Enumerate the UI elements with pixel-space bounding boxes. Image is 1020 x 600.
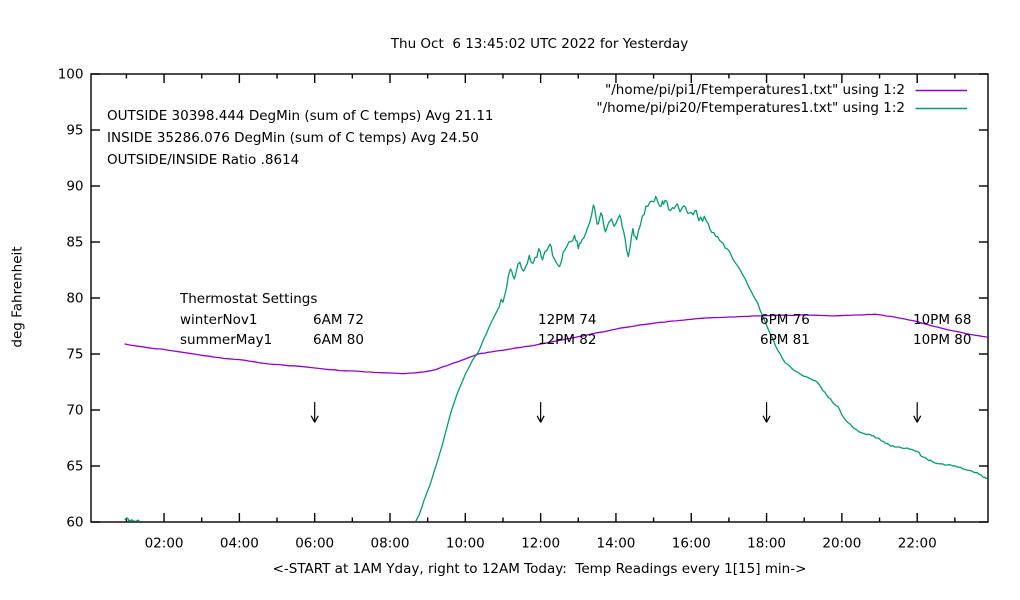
thermostat-summer-10pm: 10PM 80 xyxy=(913,332,972,348)
legend-label-pi1: "/home/pi/pi1/Ftemperatures1.txt" using … xyxy=(605,82,905,98)
y-tick-label: 85 xyxy=(66,235,83,251)
y-axis-label: deg Fahrenheit xyxy=(9,246,26,348)
thermostat-winter-12pm: 12PM 74 xyxy=(538,312,597,328)
y-tick-label: 95 xyxy=(66,123,83,139)
outside-temperature-line xyxy=(124,195,988,522)
x-tick-label: 04:00 xyxy=(220,536,259,552)
thermostat-summer-name: summerMay1 xyxy=(180,332,273,348)
thermostat-winter-6am: 6AM 72 xyxy=(313,312,364,328)
down-arrow-head xyxy=(310,415,316,423)
y-tick-label: 75 xyxy=(66,347,83,363)
x-tick-label: 02:00 xyxy=(145,536,184,552)
legend-label-pi20: "/home/pi/pi20/Ftemperatures1.txt" using… xyxy=(596,100,905,116)
thermostat-summer-12pm: 12PM 82 xyxy=(538,332,597,348)
thermostat-summer-6am: 6AM 80 xyxy=(313,332,364,348)
x-tick-label: 14:00 xyxy=(596,536,635,552)
inside-temperature-line xyxy=(124,313,988,375)
x-axis-label: <-START at 1AM Yday, right to 12AM Today… xyxy=(272,561,807,577)
x-tick-label: 22:00 xyxy=(898,536,937,552)
down-arrow-head xyxy=(314,415,319,423)
y-tick-label: 70 xyxy=(66,403,83,419)
x-tick-label: 18:00 xyxy=(747,536,786,552)
x-tick-label: 12:00 xyxy=(521,536,560,552)
down-arrow-head xyxy=(540,415,545,423)
y-tick-label: 100 xyxy=(58,67,84,83)
thermostat-winter-name: winterNov1 xyxy=(180,312,258,328)
thermostat-summer-6pm: 6PM 81 xyxy=(760,332,810,348)
down-arrow-head xyxy=(762,415,768,423)
x-tick-label: 08:00 xyxy=(371,536,410,552)
thermostat-settings-title: Thermostat Settings xyxy=(180,291,318,307)
y-tick-label: 65 xyxy=(66,459,83,475)
thermostat-winter-10pm: 10PM 68 xyxy=(913,312,972,328)
y-tick-label: 60 xyxy=(66,515,83,531)
thermostat-winter-6pm: 6PM 76 xyxy=(760,312,810,328)
y-tick-label: 80 xyxy=(66,291,83,307)
x-tick-label: 20:00 xyxy=(822,536,861,552)
down-arrow-head xyxy=(536,415,542,423)
stat-outside-inside-ratio: OUTSIDE/INSIDE Ratio .8614 xyxy=(107,152,300,168)
down-arrow-head xyxy=(766,415,771,423)
y-tick-label: 90 xyxy=(66,179,83,195)
chart-title: Thu Oct 6 13:45:02 UTC 2022 for Yesterda… xyxy=(390,36,689,52)
series-group xyxy=(124,195,988,522)
down-arrow-head xyxy=(913,415,918,423)
down-arrow-head xyxy=(916,415,922,423)
stat-inside-degmin: INSIDE 35286.076 DegMin (sum of C temps)… xyxy=(107,130,479,146)
x-tick-label: 16:00 xyxy=(672,536,711,552)
stat-outside-degmin: OUTSIDE 30398.444 DegMin (sum of C temps… xyxy=(107,108,494,124)
x-tick-label: 06:00 xyxy=(295,536,334,552)
x-tick-label: 10:00 xyxy=(446,536,485,552)
